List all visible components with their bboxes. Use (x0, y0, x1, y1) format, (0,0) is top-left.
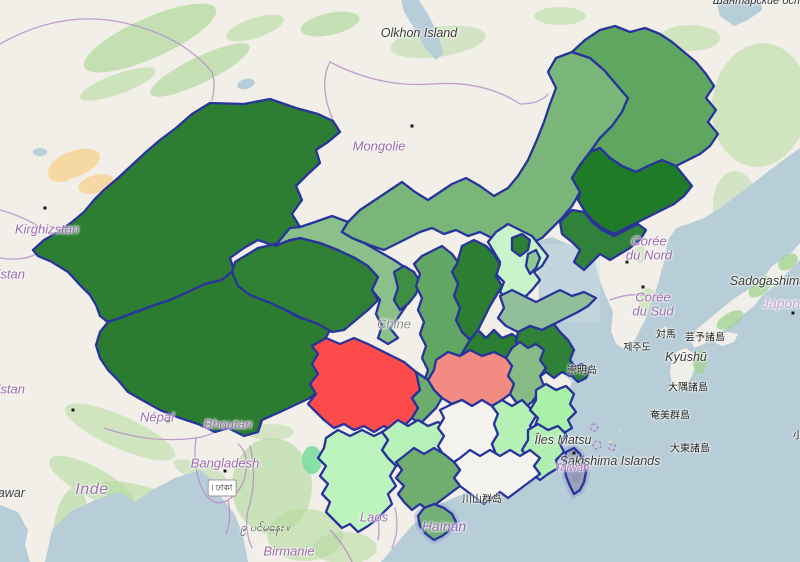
province-yunnan[interactable] (316, 428, 398, 534)
city-marker (43, 206, 47, 210)
province-beijing[interactable] (510, 232, 532, 258)
choropleth-layer (31, 24, 720, 545)
city-marker (791, 311, 795, 315)
city-marker (641, 285, 645, 289)
city-markers (43, 124, 795, 473)
city-marker (223, 469, 227, 473)
province-ningxia[interactable] (392, 264, 422, 312)
city-marker (410, 124, 414, 128)
shikoku-island (714, 332, 738, 346)
honshu-island (690, 243, 800, 348)
city-marker (166, 419, 170, 423)
kyushu-island (670, 348, 696, 392)
province-hainan[interactable] (416, 502, 458, 542)
jeju-island (625, 336, 635, 342)
city-marker (71, 408, 75, 412)
province-liaoning[interactable] (558, 208, 648, 272)
province-shanghai[interactable] (570, 362, 592, 384)
city-marker (625, 260, 629, 264)
province-shandong[interactable] (496, 288, 598, 334)
province-zhejiang[interactable] (528, 382, 578, 438)
tsushima-island (660, 326, 669, 337)
province-chongqing[interactable] (410, 370, 444, 426)
province-heilongjiang[interactable] (570, 24, 720, 174)
taiwan-terrain-shade (571, 457, 581, 483)
japan-korea-islands (608, 243, 800, 444)
province-tianjin[interactable] (524, 248, 542, 276)
province-jilin[interactable] (570, 146, 694, 236)
city-marker (572, 451, 576, 455)
province-guangxi[interactable] (394, 446, 462, 512)
